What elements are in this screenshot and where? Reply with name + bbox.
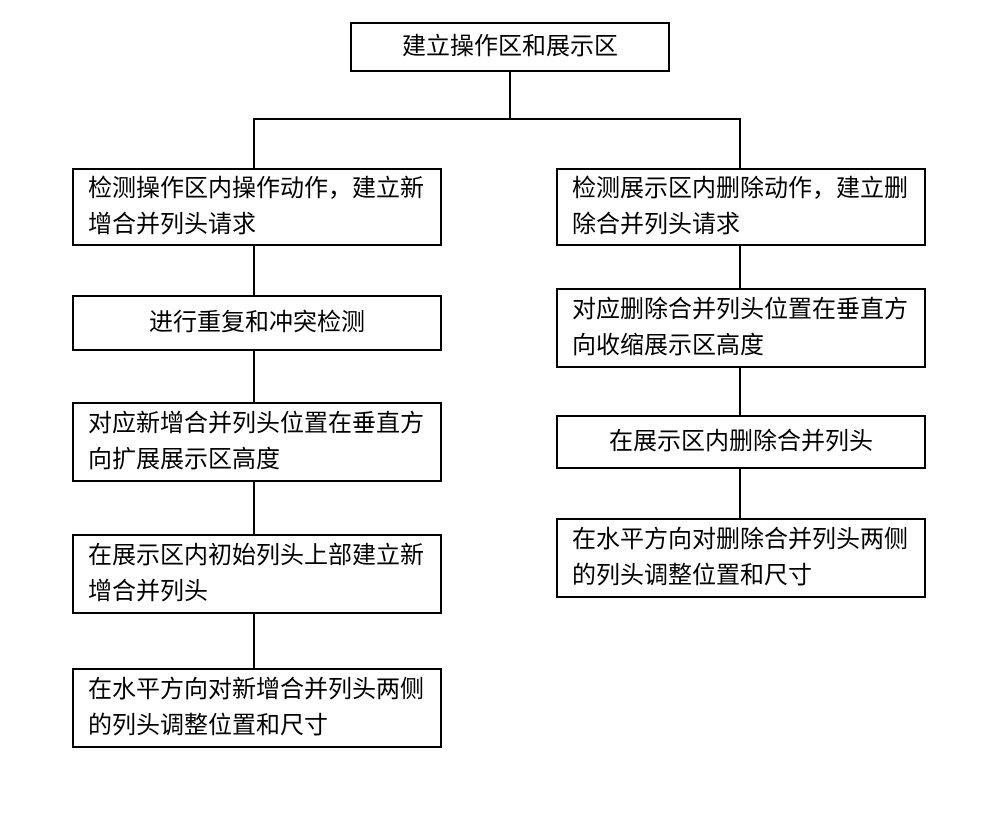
connector-top-to-l1: [253, 118, 255, 168]
connector-l3-l4: [253, 482, 255, 534]
connector-r3-r4: [739, 469, 741, 518]
node-l1-label: 检测操作区内操作动作，建立新增合并列头请求: [88, 171, 426, 243]
flowchart-canvas: 建立操作区和展示区 检测操作区内操作动作，建立新增合并列头请求 进行重复和冲突检…: [0, 0, 1000, 815]
connector-top-cross: [253, 118, 741, 120]
node-l2-label: 进行重复和冲突检测: [149, 305, 365, 341]
connector-l4-l5: [253, 614, 255, 668]
node-r2: 对应删除合并列头位置在垂直方向收缩展示区高度: [556, 288, 926, 368]
connector-l1-l2: [253, 246, 255, 295]
connector-r2-r3: [739, 368, 741, 415]
node-r1-label: 检测展示区内删除动作，建立删除合并列头请求: [572, 171, 910, 243]
node-l3-label: 对应新增合并列头位置在垂直方向扩展展示区高度: [88, 406, 426, 478]
node-l4-label: 在展示区内初始列头上部建立新增合并列头: [88, 538, 426, 610]
node-r3-label: 在展示区内删除合并列头: [609, 424, 873, 460]
node-r1: 检测展示区内删除动作，建立删除合并列头请求: [556, 168, 926, 246]
node-l3: 对应新增合并列头位置在垂直方向扩展展示区高度: [72, 402, 442, 482]
node-l4: 在展示区内初始列头上部建立新增合并列头: [72, 534, 442, 614]
connector-r1-r2: [739, 246, 741, 288]
node-top-label: 建立操作区和展示区: [402, 29, 618, 65]
connector-top-to-r1: [739, 118, 741, 168]
node-l5-label: 在水平方向对新增合并列头两侧的列头调整位置和尺寸: [88, 672, 426, 744]
connector-top-stem: [509, 72, 511, 120]
node-l2: 进行重复和冲突检测: [72, 295, 442, 351]
node-l1: 检测操作区内操作动作，建立新增合并列头请求: [72, 168, 442, 246]
node-r4-label: 在水平方向对删除合并列头两侧的列头调整位置和尺寸: [572, 522, 910, 594]
connector-l2-l3: [253, 351, 255, 402]
node-top: 建立操作区和展示区: [350, 22, 670, 72]
node-r4: 在水平方向对删除合并列头两侧的列头调整位置和尺寸: [556, 518, 926, 598]
node-r3: 在展示区内删除合并列头: [556, 415, 926, 469]
node-l5: 在水平方向对新增合并列头两侧的列头调整位置和尺寸: [72, 668, 442, 748]
node-r2-label: 对应删除合并列头位置在垂直方向收缩展示区高度: [572, 292, 910, 364]
